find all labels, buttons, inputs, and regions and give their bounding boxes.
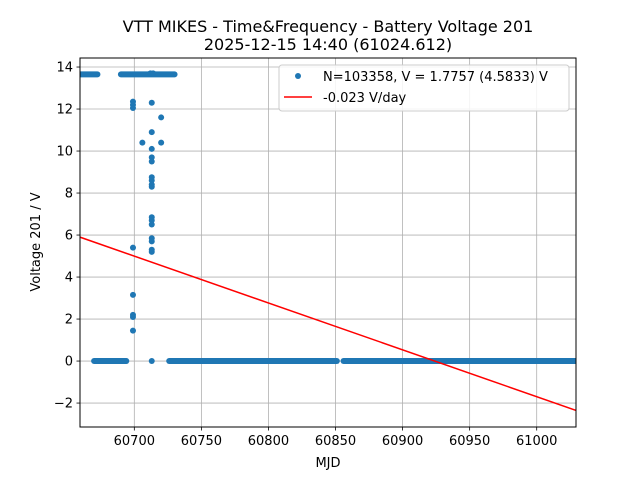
legend-marker-scatter bbox=[295, 73, 301, 79]
x-tick-label: 60800 bbox=[248, 434, 289, 449]
chart-title: VTT MIKES - Time&Frequency - Battery Vol… bbox=[123, 17, 534, 36]
x-axis-label: MJD bbox=[315, 456, 340, 471]
legend-label-scatter: N=103358, V = 1.7757 (4.5833) V bbox=[323, 70, 548, 85]
data-point bbox=[129, 104, 136, 111]
data-point bbox=[139, 139, 146, 146]
chart-subtitle: 2025-12-15 14:40 (61024.612) bbox=[204, 35, 452, 54]
y-tick-label: 2 bbox=[65, 313, 73, 328]
data-point bbox=[148, 154, 155, 161]
legend-box bbox=[278, 64, 570, 112]
data-point bbox=[148, 183, 155, 190]
x-tick-label: 60700 bbox=[114, 434, 155, 449]
y-tick-label: 6 bbox=[65, 229, 73, 244]
y-tick-label: 12 bbox=[56, 103, 73, 118]
data-point bbox=[148, 358, 155, 365]
data-point bbox=[148, 158, 155, 165]
data-point bbox=[148, 221, 155, 228]
x-tick-label: 60750 bbox=[181, 434, 222, 449]
y-tick-label: 4 bbox=[65, 271, 73, 286]
grid bbox=[80, 58, 576, 427]
y-axis-label: Voltage 201 / V bbox=[29, 192, 44, 291]
data-point bbox=[148, 248, 155, 255]
y-tick-label: 14 bbox=[56, 61, 73, 76]
data-point bbox=[148, 217, 155, 224]
data-point bbox=[148, 177, 155, 184]
plot-frame bbox=[79, 57, 577, 428]
ticks: 60700 60750 60800 60850 60900 60950 61000 −2 0 2 4… bbox=[54, 61, 558, 449]
data-point bbox=[158, 139, 165, 146]
x-tick-label: 60850 bbox=[315, 434, 356, 449]
y-tick-label: 8 bbox=[65, 187, 73, 202]
data-point bbox=[129, 244, 136, 251]
legend: N=103358, V = 1.7757 (4.5833) V -0.023 V… bbox=[278, 64, 570, 112]
fit-line bbox=[80, 236, 576, 412]
y-tick-label: 0 bbox=[65, 355, 73, 370]
data-point bbox=[148, 99, 155, 106]
data-point bbox=[129, 313, 136, 320]
x-tick-label: 60950 bbox=[449, 434, 490, 449]
legend-label-fit: -0.023 V/day bbox=[323, 91, 407, 106]
data-point bbox=[150, 70, 157, 77]
data-point bbox=[148, 129, 155, 136]
data-point bbox=[129, 291, 136, 298]
y-tick-label: −2 bbox=[54, 397, 73, 412]
x-tick-label: 60900 bbox=[382, 434, 423, 449]
data-point bbox=[158, 114, 165, 121]
data-point bbox=[129, 327, 136, 334]
data-point bbox=[148, 145, 155, 152]
data-point bbox=[148, 238, 155, 245]
x-tick-label: 61000 bbox=[516, 434, 557, 449]
data-marks bbox=[80, 70, 576, 412]
y-tick-label: 10 bbox=[56, 145, 73, 160]
